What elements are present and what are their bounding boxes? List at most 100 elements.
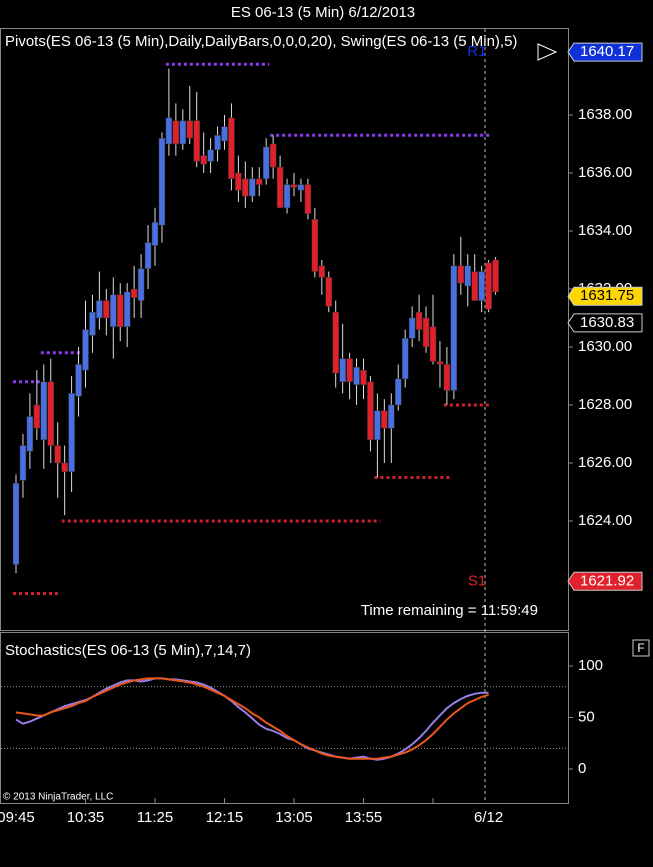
candle-body [207,149,214,162]
candle-body [151,222,159,246]
candle-body [186,120,193,139]
candle-body [193,120,200,162]
candle-body [311,219,319,272]
y-tick-label: 1628.00 [578,396,632,413]
candle-body [339,358,346,383]
candle-body [221,126,228,142]
x-tick-label: 13:55 [345,809,383,826]
candle-body [290,184,298,188]
price-pane [0,28,569,631]
candle-body [235,172,242,191]
y-tick-label: 1636.00 [578,164,632,181]
stoch-tick-label: 100 [578,657,603,674]
candle-body [228,117,235,180]
candle-body [360,369,367,385]
x-tick-label: 12:15 [206,809,244,826]
candle-body [33,404,41,429]
candle-body [408,317,416,339]
candle-body [471,271,478,301]
candle-body [395,378,402,406]
x-tick-label: 11:25 [137,809,173,826]
candle-body [19,445,27,481]
y-tick-label: 1630.00 [578,338,632,355]
stoch-line [15,677,489,760]
price-tag-label: 1621.92 [580,572,634,589]
candle-body [353,367,360,385]
candle-body [110,294,117,327]
candle-body [256,178,263,185]
candle-body [117,294,124,327]
candle-body [61,462,68,472]
candle-body [464,265,471,287]
candle-body [26,416,34,452]
y-tick-label: 1634.00 [578,222,632,239]
pivot-label: R1 [467,43,486,60]
pivot-label: S1 [468,572,486,589]
candle-body [492,259,499,293]
candle-body [103,300,110,319]
price-tag-label: 1640.17 [580,43,634,60]
candle-body [283,184,291,209]
candle-body [485,262,492,310]
candle-body [297,184,305,191]
price-tag [567,313,643,333]
candle-body [443,364,451,391]
candle-body [242,178,249,197]
candle-body [276,166,284,209]
candle-body [269,143,277,168]
x-tick-label: 13:05 [275,809,313,826]
y-tick-label: 1624.00 [578,512,632,529]
indicator-label: Pivots(ES 06-13 (5 Min),Daily,DailyBars,… [5,33,517,50]
candle-body [422,317,430,348]
y-tick-label: 1638.00 [578,106,632,123]
candle-body [172,120,180,145]
y-tick-label: 1626.00 [578,454,632,471]
candle-body [12,483,20,565]
candle-body [54,445,61,464]
price-tag [567,286,643,306]
candle-body [388,404,395,429]
panel-button-label[interactable]: F [637,641,644,655]
candle-body [96,300,103,319]
panel-button[interactable] [632,639,650,657]
candle-body [478,271,485,301]
candle-body [262,146,270,180]
candle-body [68,393,75,472]
candle-body [200,155,207,165]
candle-body [47,381,54,446]
candle-body [415,311,423,330]
price-tag [567,42,643,62]
candle-body [429,326,437,362]
x-tick-label: 10:35 [67,809,105,826]
price-tag [567,571,643,591]
copyright: © 2013 NinjaTrader, LLC [3,792,113,803]
candle-body [179,120,187,145]
candle-body [304,184,312,214]
candle-body [89,311,96,336]
scroll-arrow[interactable] [537,43,558,61]
candle-body [123,291,131,327]
stoch-label: Stochastics(ES 06-13 (5 Min),7,14,7) [5,642,251,659]
candle-body [325,277,332,307]
candle-body [457,265,465,284]
candle-body [381,410,388,429]
candle-body [436,361,444,365]
candle-body [82,329,89,371]
candle-body [450,265,458,391]
candle-body [75,364,82,397]
stoch-tick-label: 50 [578,708,595,725]
candle-body [374,410,381,441]
candle-body [137,268,145,301]
chart-title: ES 06-13 (5 Min) 6/12/2013 [231,4,415,21]
candle-body [158,137,166,226]
price-tag-label: 1631.75 [580,287,634,304]
price-tag-label: 1630.83 [580,314,634,331]
candle-body [214,135,221,151]
candle-body [346,358,353,383]
candle-body [401,338,409,380]
candle-body [249,178,256,197]
candle-body [144,242,152,269]
stoch-tick-label: 0 [578,760,586,777]
